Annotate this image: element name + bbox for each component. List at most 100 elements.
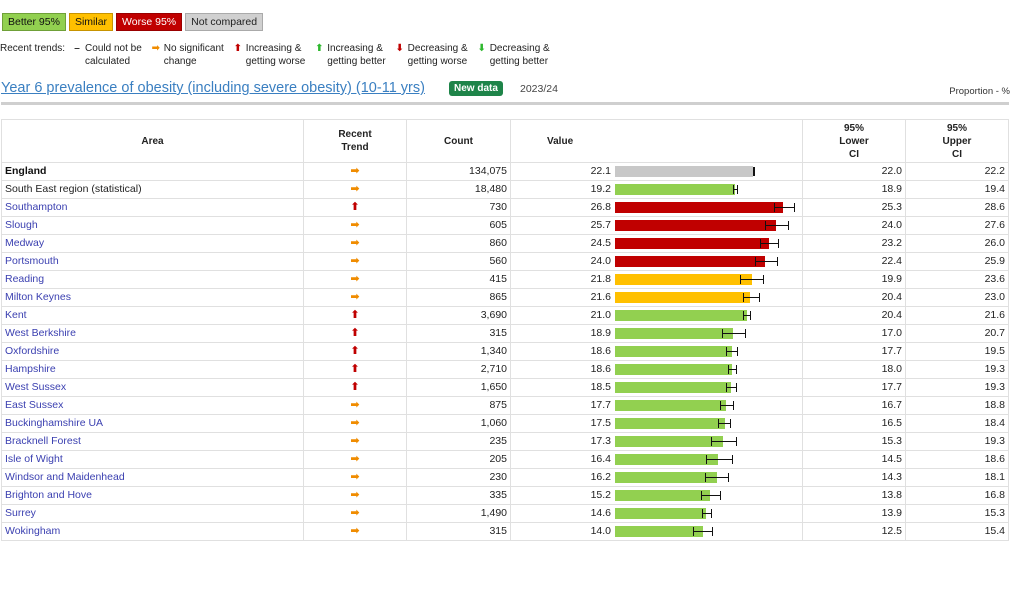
- area-name[interactable]: Windsor and Maidenhead: [1, 468, 304, 487]
- table-header-row: Area Recent Trend Count Value 95% Lower …: [1, 119, 1009, 163]
- ci-whisker: [718, 423, 731, 424]
- table-row: Milton Keynes ➡ 865 21.6 20.4 23.0: [1, 288, 1009, 307]
- area-name[interactable]: Oxfordshire: [1, 342, 304, 361]
- legend-similar: Similar: [68, 13, 114, 31]
- ci-lower-cap: [719, 401, 721, 410]
- ci-upper-cap: [728, 473, 730, 482]
- value-bar: [615, 292, 751, 303]
- area-name[interactable]: West Berkshire: [1, 324, 304, 343]
- area-name[interactable]: Surrey: [1, 504, 304, 523]
- column-header-trend[interactable]: Recent Trend: [303, 119, 407, 163]
- ci-whisker: [765, 225, 788, 226]
- count-cell: 230: [406, 468, 511, 487]
- area-name[interactable]: Slough: [1, 216, 304, 235]
- value-bar: [615, 490, 711, 501]
- upper-ci-cell: 25.9: [905, 252, 1009, 271]
- ci-whisker: [773, 207, 795, 208]
- upper-ci-cell: 21.6: [905, 306, 1009, 325]
- column-header-lower-ci[interactable]: 95% Lower CI: [802, 119, 906, 163]
- value-cell: 21.6: [510, 288, 803, 307]
- table-row: Southampton ⬆ 730 26.8 25.3 28.6: [1, 198, 1009, 217]
- area-name[interactable]: Medway: [1, 234, 304, 253]
- trend-legend-item: ⬆ Increasing & getting worse: [232, 42, 306, 68]
- value-bar: [615, 472, 717, 483]
- value-cell: 17.5: [510, 414, 803, 433]
- indicator-header: Year 6 prevalence of obesity (including …: [0, 80, 1010, 98]
- upper-ci-cell: 16.8: [905, 486, 1009, 505]
- lower-ci-cell: 17.0: [802, 324, 906, 343]
- ci-upper-cap: [759, 293, 761, 302]
- value-cell: 18.9: [510, 324, 803, 343]
- lower-ci-cell: 14.5: [802, 450, 906, 469]
- ci-whisker: [727, 369, 736, 370]
- value-cell: 26.8: [510, 198, 803, 217]
- arrow-right-icon: ➡: [303, 288, 407, 307]
- area-name[interactable]: Buckinghamshire UA: [1, 414, 304, 433]
- ci-whisker: [725, 387, 736, 388]
- area-name[interactable]: Kent: [1, 306, 304, 325]
- value-bar: [615, 256, 766, 267]
- lower-ci-cell: 15.3: [802, 432, 906, 451]
- area-name[interactable]: Isle of Wight: [1, 450, 304, 469]
- column-header-area[interactable]: Area: [1, 119, 304, 163]
- ci-whisker: [742, 315, 751, 316]
- table-body: England ➡ 134,075 22.1 22.0 22.2 South East re…: [1, 162, 1009, 541]
- upper-ci-cell: 19.3: [905, 378, 1009, 397]
- arrow-right-icon: ➡: [303, 216, 407, 235]
- upper-ci-cell: 15.3: [905, 504, 1009, 523]
- area-name[interactable]: West Sussex: [1, 378, 304, 397]
- area-comparison-table: Area Recent Trend Count Value 95% Lower …: [1, 119, 1009, 541]
- value-label: 17.7: [590, 399, 611, 411]
- bar-track: [615, 253, 803, 270]
- lower-ci-cell: 22.0: [802, 162, 906, 181]
- count-cell: 875: [406, 396, 511, 415]
- ci-lower-cap: [765, 221, 767, 230]
- upper-ci-cell: 19.5: [905, 342, 1009, 361]
- column-header-value[interactable]: Value: [510, 119, 803, 163]
- value-cell: 25.7: [510, 216, 803, 235]
- area-name[interactable]: Hampshire: [1, 360, 304, 379]
- ci-upper-cap: [762, 275, 764, 284]
- table-row: Reading ➡ 415 21.8 19.9 23.6: [1, 270, 1009, 289]
- area-name[interactable]: Brighton and Hove: [1, 486, 304, 505]
- column-header-count[interactable]: Count: [406, 119, 511, 163]
- table-row: Portsmouth ➡ 560 24.0 22.4 25.9: [1, 252, 1009, 271]
- arrow-right-icon: ➡: [303, 486, 407, 505]
- upper-ci-cell: 18.1: [905, 468, 1009, 487]
- value-cell: 21.0: [510, 306, 803, 325]
- area-name[interactable]: Milton Keynes: [1, 288, 304, 307]
- value-cell: 24.5: [510, 234, 803, 253]
- value-label: 22.1: [590, 165, 611, 177]
- ci-upper-cap: [777, 239, 779, 248]
- new-data-badge: New data: [449, 81, 503, 96]
- area-name[interactable]: Wokingham: [1, 522, 304, 541]
- table-row: Windsor and Maidenhead ➡ 230 16.2 14.3 18.1: [1, 468, 1009, 487]
- ci-whisker: [705, 459, 732, 460]
- ci-lower-cap: [701, 491, 703, 500]
- period-label: 2023/24: [520, 83, 558, 95]
- value-bar: [615, 400, 726, 411]
- table-row: Kent ⬆ 3,690 21.0 20.4 21.6: [1, 306, 1009, 325]
- trend-legend-text: No significant change: [163, 43, 224, 67]
- ci-lower-cap: [693, 527, 695, 536]
- area-name[interactable]: East Sussex: [1, 396, 304, 415]
- arrow-up-icon: ⬆: [303, 306, 407, 325]
- upper-ci-cell: 18.8: [905, 396, 1009, 415]
- area-name: England: [1, 162, 304, 181]
- value-label: 18.9: [590, 327, 611, 339]
- indicator-title-link[interactable]: Year 6 prevalence of obesity (including …: [1, 80, 425, 96]
- area-name[interactable]: Bracknell Forest: [1, 432, 304, 451]
- area-name[interactable]: Reading: [1, 270, 304, 289]
- ci-lower-cap: [718, 419, 720, 428]
- column-header-upper-ci[interactable]: 95% Upper CI: [905, 119, 1009, 163]
- value-bar: [615, 346, 732, 357]
- ci-whisker: [721, 333, 745, 334]
- value-bar: [615, 436, 724, 447]
- count-cell: 335: [406, 486, 511, 505]
- area-name[interactable]: Southampton: [1, 198, 304, 217]
- area-name[interactable]: Portsmouth: [1, 252, 304, 271]
- ci-lower-cap: [727, 365, 729, 374]
- significance-legend: Better 95% Similar Worse 95% Not compare…: [2, 13, 264, 31]
- trend-legend-text: Decreasing & getting better: [489, 43, 550, 67]
- value-bar: [615, 274, 752, 285]
